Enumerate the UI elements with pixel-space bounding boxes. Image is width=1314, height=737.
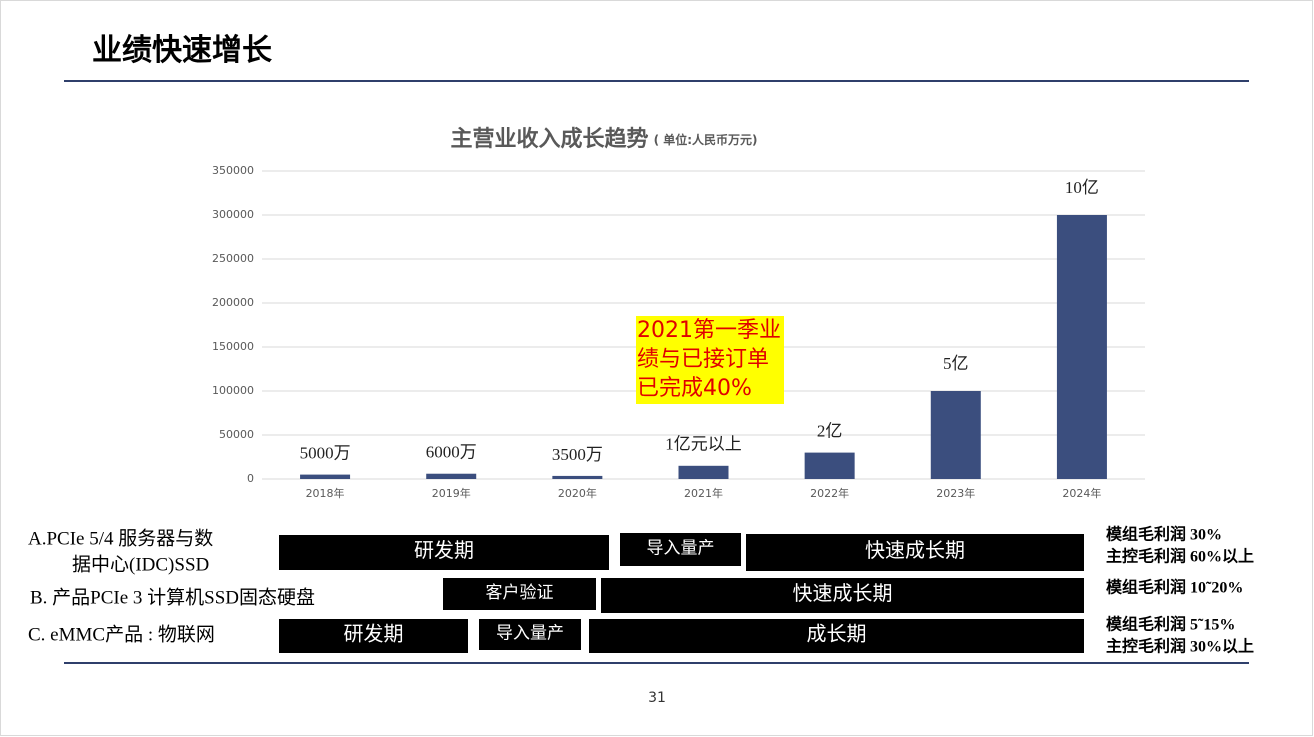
phase-box (479, 619, 581, 650)
phase-box (601, 578, 1084, 613)
y-tick-label: 0 (247, 472, 254, 485)
phase-box (589, 619, 1084, 653)
x-tick-label: 2024年 (1062, 486, 1101, 500)
bar-annotation: 6000万 (426, 443, 477, 462)
bar (804, 452, 855, 479)
y-tick-label: 50000 (219, 428, 254, 441)
phase-box (620, 533, 741, 566)
phase-box (279, 535, 609, 570)
phase-label: 成长期 (807, 623, 867, 646)
x-tick-label: 2021年 (684, 486, 723, 500)
bar (300, 474, 351, 479)
bar (678, 465, 729, 479)
phase-label: 研发期 (344, 623, 404, 646)
phase-box (746, 534, 1084, 571)
page-number: 31 (648, 690, 666, 706)
y-tick-label: 100000 (212, 384, 254, 397)
y-tick-label: 300000 (212, 208, 254, 221)
phase-box (279, 619, 468, 653)
chart-title-main: 主营业收入成长趋势 (450, 126, 648, 152)
slide-title: 业绩快速增长 (92, 34, 272, 67)
x-tick-label: 2018年 (306, 486, 345, 500)
bar (426, 473, 477, 479)
phase-label: 导入量产 (496, 623, 564, 642)
callout-line: 2021第一季业 (637, 318, 781, 343)
callout-line: 绩与已接订单 (637, 347, 769, 372)
y-tick-label: 150000 (212, 340, 254, 353)
phase-label: 客户验证 (486, 583, 554, 602)
callout-background (636, 316, 784, 404)
x-tick-label: 2022年 (810, 486, 849, 500)
phase-label: 研发期 (414, 539, 474, 562)
y-tick-label: 200000 (212, 296, 254, 309)
phase-box (443, 578, 596, 610)
x-tick-label: 2020年 (558, 486, 597, 500)
bar-annotation: 3500万 (552, 445, 603, 464)
phase-label: 快速成长期 (793, 582, 893, 605)
bar (930, 391, 981, 479)
margin-note: 模组毛利润 10˜20% (1106, 578, 1243, 597)
bar-annotation: 10亿 (1065, 178, 1099, 197)
bar-annotation: 5亿 (943, 354, 969, 373)
callout-line: 已完成40% (637, 376, 752, 401)
row-label: B. 产品PCIe 3 计算机SSD固态硬盘 (30, 586, 315, 608)
bar (552, 475, 603, 479)
margin-note: 模组毛利润 30% (1106, 525, 1222, 544)
bar-annotation: 2亿 (817, 422, 843, 441)
row-label: C. eMMC产品 : 物联网 (28, 623, 215, 645)
bar-annotation: 5000万 (300, 444, 351, 463)
row-label: A.PCIe 5/4 服务器与数 (28, 527, 213, 549)
chart-title: 主营业收入成长趋势 ( 单位:人民币万元) (450, 126, 757, 152)
margin-note: 主控毛利润 60%以上 (1106, 547, 1254, 566)
y-tick-label: 350000 (212, 164, 254, 177)
bar (1056, 215, 1107, 479)
chart-subtitle: ( 单位:人民币万元) (654, 132, 758, 147)
bar-annotation: 1亿元以上 (665, 435, 742, 454)
phase-label: 导入量产 (647, 538, 715, 557)
y-tick-label: 250000 (212, 252, 254, 265)
margin-note: 主控毛利润 30%以上 (1106, 637, 1254, 656)
row-label: 据中心(IDC)SSD (72, 553, 209, 575)
x-tick-label: 2019年 (432, 486, 471, 500)
margin-note: 模组毛利润 5˜15% (1106, 615, 1235, 634)
phase-label: 快速成长期 (865, 539, 965, 562)
x-tick-label: 2023年 (936, 486, 975, 500)
